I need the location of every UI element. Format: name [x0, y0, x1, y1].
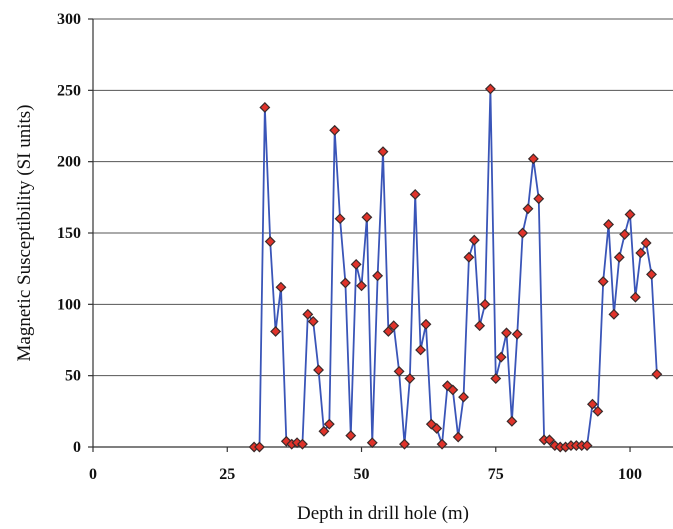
data-point-marker	[533, 193, 545, 205]
x-tick-label: 75	[488, 466, 504, 483]
y-tick-label: 250	[57, 82, 81, 99]
data-point-marker	[527, 153, 539, 165]
data-point-marker	[436, 438, 448, 450]
data-point-marker	[447, 384, 459, 396]
data-point-marker	[490, 373, 502, 384]
data-point-marker	[517, 227, 529, 239]
x-tick-label: 50	[354, 466, 370, 483]
x-axis-label: Depth in drill hole (m)	[297, 503, 469, 524]
y-tick-label: 150	[57, 225, 81, 242]
data-point-marker	[484, 83, 496, 95]
data-point-marker	[458, 391, 470, 403]
data-point-marker	[356, 280, 367, 292]
data-point-marker	[345, 430, 357, 442]
data-point-marker	[511, 328, 523, 340]
y-tick-label: 200	[57, 154, 81, 171]
data-point-marker	[264, 236, 276, 248]
data-point-marker	[597, 276, 609, 287]
data-point-marker	[506, 415, 518, 427]
data-point-marker	[259, 102, 271, 113]
x-tick-label: 0	[89, 466, 97, 483]
data-point-marker	[420, 318, 432, 330]
data-point-marker	[624, 209, 636, 220]
data-markers	[248, 83, 663, 453]
data-point-marker	[254, 441, 265, 453]
data-point-marker	[323, 418, 335, 430]
data-point-marker	[468, 234, 480, 246]
data-point-marker	[613, 251, 625, 263]
data-point-marker	[399, 438, 410, 450]
data-point-marker	[522, 203, 534, 215]
data-point-marker	[270, 325, 282, 337]
data-point-marker	[334, 213, 346, 225]
gridlines	[93, 18, 673, 377]
data-point-marker	[302, 308, 314, 320]
y-tick-label: 100	[57, 296, 81, 313]
data-point-marker	[361, 211, 373, 223]
data-point-marker	[651, 368, 663, 380]
y-tick-labels: 0 50 100 150 200 250 300	[57, 11, 81, 456]
data-point-marker	[581, 440, 593, 452]
data-point-marker	[474, 320, 486, 332]
data-point-marker	[479, 298, 491, 310]
data-point-marker	[313, 364, 325, 376]
data-point-marker	[619, 228, 631, 240]
data-point-marker	[372, 270, 384, 282]
data-point-marker	[603, 218, 615, 230]
data-point-marker	[544, 434, 555, 446]
data-point-marker	[393, 365, 405, 377]
data-point-marker	[275, 281, 287, 293]
data-point-marker	[629, 291, 641, 303]
data-point-marker	[441, 380, 453, 392]
data-point-marker	[608, 308, 620, 320]
data-point-marker	[640, 237, 652, 249]
x-tick-labels: 0 25 50 75 100	[89, 466, 642, 483]
data-point-marker	[329, 124, 341, 136]
data-point-marker	[431, 423, 443, 434]
data-point-marker	[409, 189, 421, 200]
y-tick-label: 50	[65, 368, 81, 385]
data-point-marker	[501, 327, 512, 339]
data-point-marker	[318, 425, 330, 437]
axes	[88, 18, 673, 452]
x-tick-label: 25	[219, 466, 235, 483]
data-point-marker	[366, 437, 378, 449]
data-point-marker	[296, 438, 308, 450]
series-line	[254, 88, 658, 448]
data-point-marker	[350, 258, 362, 270]
data-point-marker	[382, 325, 394, 337]
x-tick-label: 100	[618, 466, 642, 483]
data-point-marker	[452, 431, 464, 443]
data-point-marker	[646, 268, 657, 280]
y-tick-label: 0	[73, 439, 81, 456]
data-point-marker	[586, 398, 598, 410]
data-point-marker	[415, 344, 427, 356]
data-point-marker	[377, 146, 389, 158]
y-tick-label: 300	[57, 11, 81, 28]
data-point-marker	[463, 251, 475, 263]
data-point-marker	[495, 351, 507, 363]
data-point-marker	[339, 277, 351, 289]
data-point-marker	[388, 320, 400, 332]
data-point-marker	[307, 316, 319, 327]
data-point-marker	[592, 405, 604, 417]
data-point-marker	[404, 373, 416, 384]
data-point-marker	[635, 247, 647, 259]
y-axis-label: Magnetic Susceptibility (SI units)	[14, 104, 35, 361]
